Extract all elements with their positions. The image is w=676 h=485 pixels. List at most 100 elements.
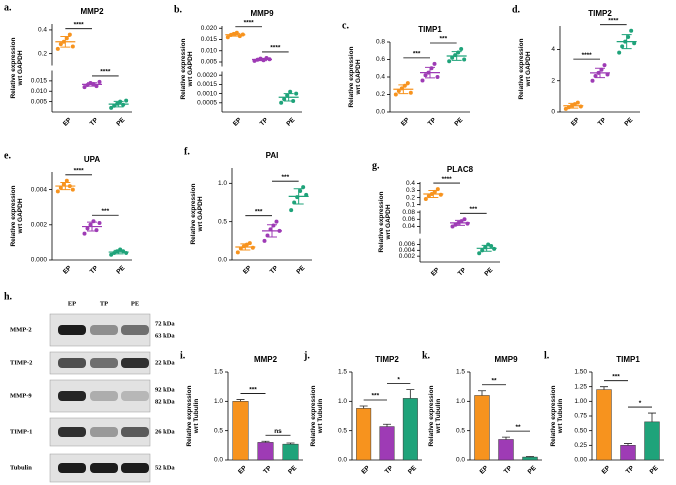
y-axis-label: Relative expressionwrt GAPDH <box>348 46 362 107</box>
y-tick-label: 0.005 <box>201 59 218 66</box>
y-tick-label: 0.005 <box>31 98 48 105</box>
error-bar <box>406 389 415 399</box>
y-tick-label: 0.04 <box>402 223 415 230</box>
chart-title: MMP9 <box>494 355 518 364</box>
data-point <box>94 228 99 233</box>
blot-band <box>121 463 149 473</box>
y-axis-label-line: Relative expression <box>186 385 193 446</box>
y-axis-label-line: wrt GAPDH <box>17 198 24 234</box>
y-axis-label: Relative expressionwrt GAPDH <box>10 185 24 246</box>
data-point <box>393 92 398 97</box>
x-tick-label: PE <box>453 116 465 128</box>
significance-label: *** <box>249 386 257 393</box>
error-bar <box>359 405 368 409</box>
error-bar <box>526 456 534 458</box>
protein-label: MMP-2 <box>10 326 32 333</box>
bar <box>620 445 636 461</box>
y-axis-label-line: wrt GAPDH <box>187 51 194 87</box>
y-tick-label: 0.0 <box>218 257 227 264</box>
x-tick-label: TP <box>262 464 273 475</box>
y-axis-label-line: wrt Tubulin <box>557 399 564 435</box>
error-bar <box>60 35 71 48</box>
error-bar <box>455 219 465 226</box>
data-point <box>124 98 129 103</box>
x-tick-label: PE <box>287 464 299 476</box>
data-point <box>58 185 63 190</box>
blot-band <box>58 325 86 335</box>
data-point <box>109 252 114 257</box>
significance-label: *** <box>470 206 478 213</box>
y-tick-label: 0.3 <box>406 187 415 194</box>
y-tick-label: 0.015 <box>201 36 218 43</box>
x-tick-label: TP <box>384 464 395 475</box>
y-tick-label: 0.00 <box>574 457 587 464</box>
x-tick-label: EP <box>430 266 442 278</box>
data-point <box>55 46 60 51</box>
chart-title: UPA <box>84 155 101 164</box>
y-tick-label: 0.1 <box>406 201 415 208</box>
x-tick-label: PE <box>527 464 539 476</box>
y-tick-label: 0.08 <box>402 209 415 216</box>
panel-label: i. <box>180 350 186 361</box>
blot-band <box>90 463 118 473</box>
y-tick-label: 4 <box>551 46 555 53</box>
y-tick-label: 0.4 <box>406 180 415 187</box>
x-tick-label: EP <box>232 116 244 128</box>
significance-label: *** <box>612 373 620 380</box>
panel-label: h. <box>4 291 13 302</box>
significance-label: ** <box>515 424 521 431</box>
y-tick-label: 0.6 <box>376 56 385 63</box>
data-point <box>288 89 293 94</box>
y-tick-label: 0.50 <box>574 427 587 434</box>
y-axis-label-line: Relative expression <box>310 385 317 446</box>
x-tick-label: TP <box>597 116 608 127</box>
panel-label: g. <box>372 160 380 171</box>
x-tick-label: TP <box>269 264 280 275</box>
data-point <box>593 74 598 79</box>
y-tick-label: 0.004 <box>399 247 416 254</box>
panel-label: b. <box>174 4 183 15</box>
y-axis-label-line: Relative expression <box>190 183 197 244</box>
y-axis-label-line: wrt GAPDH <box>355 59 362 95</box>
error-bar <box>398 84 409 95</box>
kda-label: 26 kDa <box>155 428 175 435</box>
bar <box>356 408 372 461</box>
y-axis-label-line: Relative expression <box>378 191 385 252</box>
y-tick-label: 0.010 <box>31 88 48 95</box>
data-point <box>617 50 622 55</box>
blot-band <box>121 325 149 335</box>
error-bar <box>267 224 277 238</box>
error-bar <box>293 188 304 205</box>
y-tick-label: 0.4 <box>376 74 385 81</box>
y-tick-label: 0.2 <box>38 50 47 57</box>
kda-label: 52 kDa <box>155 464 175 471</box>
y-tick-label: 0.4 <box>38 27 47 34</box>
bar <box>596 389 612 461</box>
y-tick-label: 2 <box>551 77 555 84</box>
y-axis-label-line: wrt Tubulin <box>193 399 200 435</box>
x-tick-label: TP <box>427 116 438 127</box>
bar <box>379 426 395 461</box>
blot-band <box>90 358 118 368</box>
y-tick-label: 0.0 <box>214 457 223 464</box>
data-point <box>489 243 494 248</box>
y-tick-label: 0.000 <box>31 257 48 264</box>
error-bar <box>624 443 632 446</box>
data-point <box>282 97 287 102</box>
y-axis-label: Relative expressionwrt Tubulin <box>428 385 442 446</box>
data-point <box>289 208 294 213</box>
y-tick-label: 1.5 <box>214 369 223 376</box>
panel-label: l. <box>544 350 550 361</box>
significance-label: **** <box>244 19 255 26</box>
significance-label: *** <box>282 174 290 181</box>
panel-label: c. <box>342 20 349 31</box>
blot-band <box>90 391 118 401</box>
error-bar <box>286 442 295 445</box>
error-bar <box>595 67 605 79</box>
y-axis-label-line: wrt GAPDH <box>385 204 392 240</box>
data-point <box>438 192 443 197</box>
chart-title: MMP2 <box>254 355 278 364</box>
error-bar <box>478 390 486 396</box>
y-tick-label: 1.50 <box>574 369 587 376</box>
data-point <box>247 241 252 246</box>
